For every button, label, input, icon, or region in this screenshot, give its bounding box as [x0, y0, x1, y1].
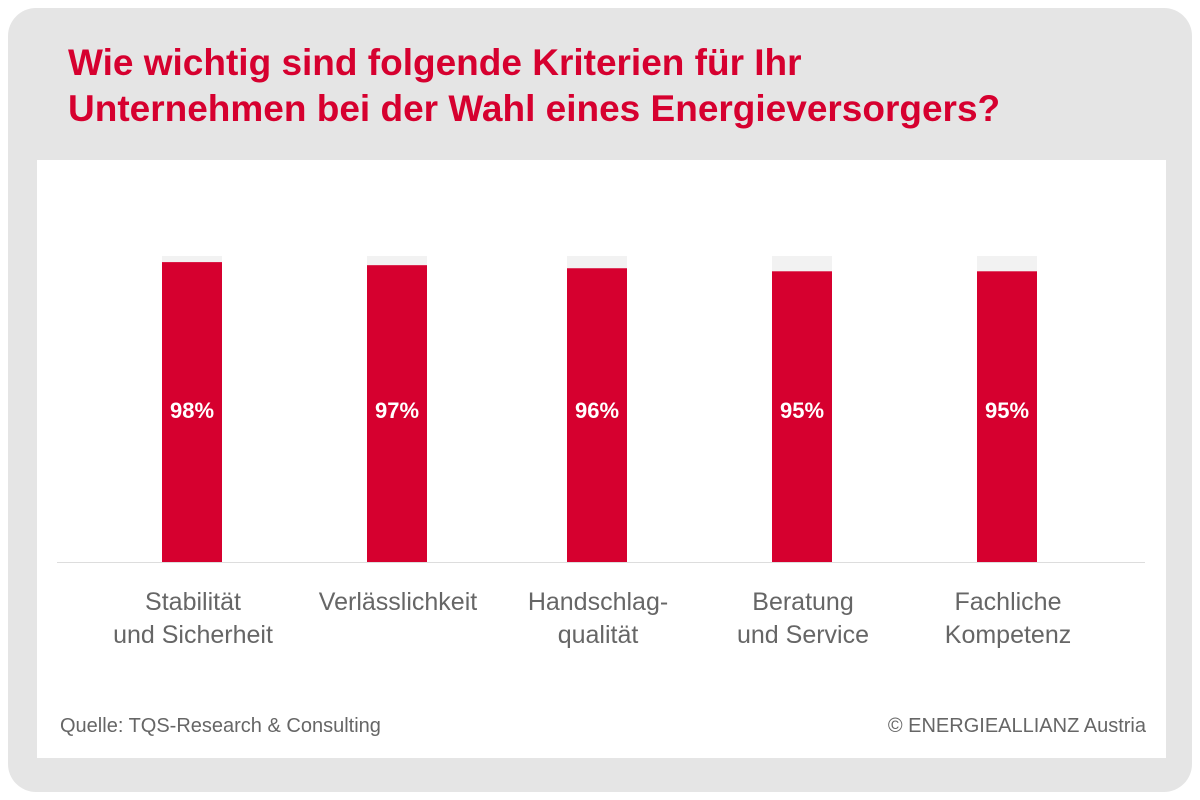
category-label: Handschlag-: [528, 588, 668, 616]
chart-title: Wie wichtig sind folgende Kriterien für …: [68, 40, 1168, 132]
category-label: und Service: [737, 621, 869, 649]
bar: [367, 265, 427, 562]
category-label: und Sicherheit: [113, 621, 273, 649]
category-label: Stabilität: [145, 588, 241, 616]
category-label: Fachliche: [955, 588, 1062, 616]
chart-panel: 98% Stabilität und Sicherheit 97% Verlässlic…: [37, 160, 1166, 758]
bar: [772, 271, 832, 562]
bar-value-label: 96%: [575, 398, 619, 423]
bar-value-label: 97%: [375, 398, 419, 423]
category-label: Kompetenz: [945, 621, 1071, 649]
bar-chart: 98% Stabilität und Sicherheit 97% Verlässlic…: [57, 256, 1145, 649]
source-note: Quelle: TQS-Research & Consulting: [60, 715, 381, 737]
bar: [977, 271, 1037, 562]
category-label: Beratung: [752, 588, 853, 616]
bar-value-label: 95%: [985, 398, 1029, 423]
copyright-note: © ENERGIEALLIANZ Austria: [887, 715, 1146, 737]
title-line-2: Unternehmen bei der Wahl eines Energieve…: [68, 88, 1001, 129]
category-label: Verlässlichkeit: [319, 588, 477, 616]
bar: [567, 268, 627, 562]
bar-value-label: 95%: [780, 398, 824, 423]
bar: [162, 262, 222, 562]
title-line-1: Wie wichtig sind folgende Kriterien für …: [68, 42, 802, 83]
bar-value-label: 98%: [170, 398, 214, 423]
category-label: qualität: [558, 621, 639, 649]
